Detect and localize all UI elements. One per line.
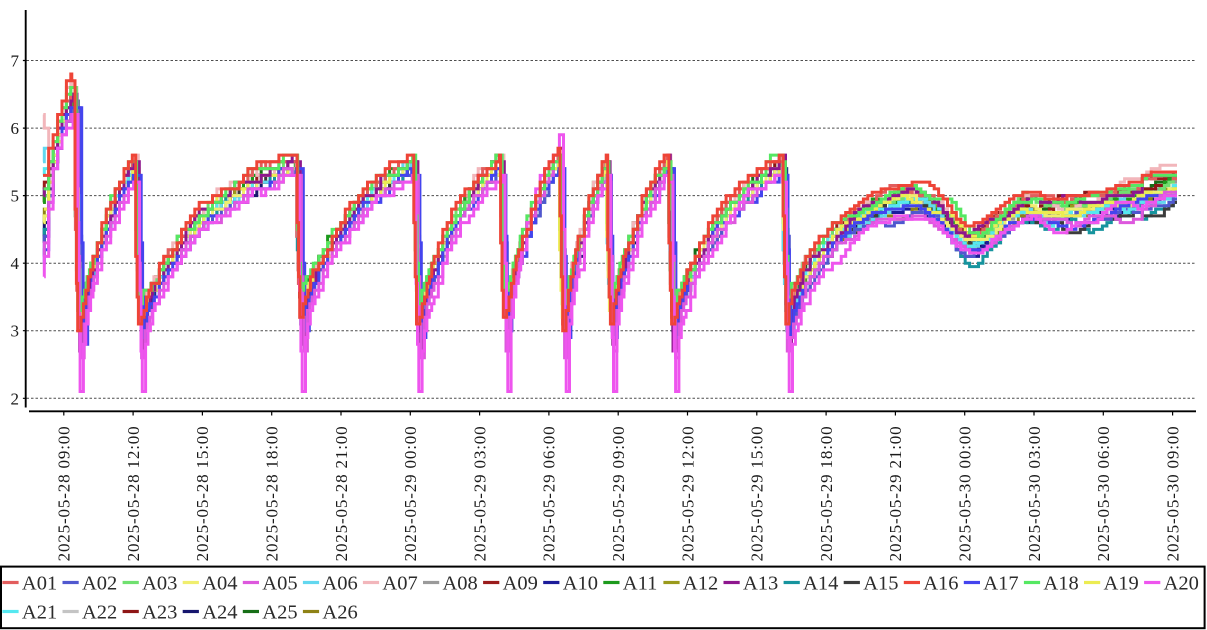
svg-text:A18: A18 xyxy=(1043,572,1078,594)
svg-text:2025-05-30 03:00: 2025-05-30 03:00 xyxy=(1025,426,1044,562)
svg-text:A12: A12 xyxy=(683,572,718,594)
svg-text:2025-05-30 06:00: 2025-05-30 06:00 xyxy=(1094,426,1113,562)
svg-text:A04: A04 xyxy=(202,572,237,594)
svg-text:A10: A10 xyxy=(563,572,598,594)
svg-text:A21: A21 xyxy=(22,601,57,623)
svg-text:A09: A09 xyxy=(503,572,538,594)
svg-text:A05: A05 xyxy=(262,572,297,594)
svg-text:A25: A25 xyxy=(262,601,297,623)
svg-text:2025-05-28 09:00: 2025-05-28 09:00 xyxy=(55,426,74,562)
svg-text:2025-05-29 09:00: 2025-05-29 09:00 xyxy=(609,426,628,562)
svg-text:7: 7 xyxy=(11,52,20,71)
svg-text:A08: A08 xyxy=(443,572,478,594)
svg-text:A17: A17 xyxy=(983,572,1018,594)
svg-text:A01: A01 xyxy=(22,572,57,594)
svg-text:A24: A24 xyxy=(202,601,237,623)
svg-text:2025-05-30 00:00: 2025-05-30 00:00 xyxy=(956,426,975,562)
svg-text:A15: A15 xyxy=(863,572,898,594)
svg-text:2025-05-29 15:00: 2025-05-29 15:00 xyxy=(748,426,767,562)
svg-text:5: 5 xyxy=(11,187,20,206)
svg-text:3: 3 xyxy=(11,322,20,341)
svg-text:A26: A26 xyxy=(322,601,357,623)
svg-text:2025-05-29 12:00: 2025-05-29 12:00 xyxy=(678,426,697,562)
svg-text:2: 2 xyxy=(11,389,20,408)
svg-text:A11: A11 xyxy=(623,572,658,594)
svg-text:2025-05-29 03:00: 2025-05-29 03:00 xyxy=(470,426,489,562)
svg-text:A07: A07 xyxy=(382,572,417,594)
svg-text:2025-05-29 18:00: 2025-05-29 18:00 xyxy=(817,426,836,562)
svg-text:A14: A14 xyxy=(803,572,838,594)
svg-text:A16: A16 xyxy=(923,572,958,594)
svg-text:A23: A23 xyxy=(142,601,177,623)
svg-text:2025-05-28 15:00: 2025-05-28 15:00 xyxy=(193,426,212,562)
svg-text:A13: A13 xyxy=(743,572,778,594)
svg-text:A22: A22 xyxy=(82,601,117,623)
svg-text:A03: A03 xyxy=(142,572,177,594)
svg-text:A19: A19 xyxy=(1104,572,1139,594)
svg-text:A02: A02 xyxy=(82,572,117,594)
svg-text:6: 6 xyxy=(11,119,20,138)
svg-text:4: 4 xyxy=(11,254,20,273)
svg-text:2025-05-29 21:00: 2025-05-29 21:00 xyxy=(886,426,905,562)
svg-text:2025-05-30 09:00: 2025-05-30 09:00 xyxy=(1163,426,1182,562)
svg-text:2025-05-28 12:00: 2025-05-28 12:00 xyxy=(124,426,143,562)
svg-text:2025-05-29 06:00: 2025-05-29 06:00 xyxy=(540,426,559,562)
svg-text:A06: A06 xyxy=(322,572,357,594)
svg-text:2025-05-29 00:00: 2025-05-29 00:00 xyxy=(401,426,420,562)
svg-text:2025-05-28 21:00: 2025-05-28 21:00 xyxy=(332,426,351,562)
svg-text:A20: A20 xyxy=(1164,572,1199,594)
svg-text:2025-05-28 18:00: 2025-05-28 18:00 xyxy=(263,426,282,562)
